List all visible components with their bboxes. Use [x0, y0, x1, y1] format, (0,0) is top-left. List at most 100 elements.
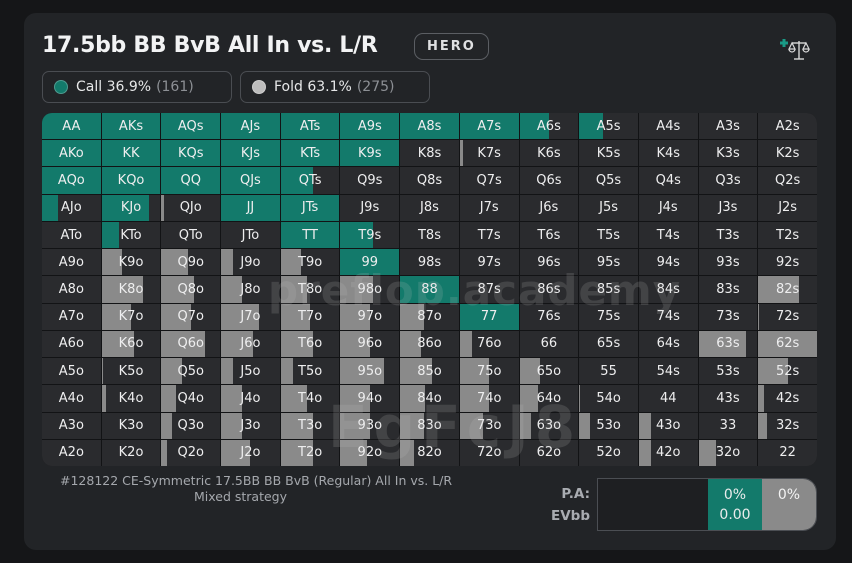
hand-cell-Q8s[interactable]: Q8s — [400, 167, 459, 194]
hand-cell-Q3s[interactable]: Q3s — [698, 167, 758, 194]
hand-cell-95o[interactable]: 95o — [340, 358, 400, 385]
hand-cell-87o[interactable]: 87o — [400, 303, 459, 330]
hand-cell-44[interactable]: 44 — [638, 385, 698, 412]
hand-cell-53s[interactable]: 53s — [698, 358, 758, 385]
hand-cell-AKs[interactable]: AKs — [101, 113, 161, 140]
hand-cell-92s[interactable]: 92s — [758, 249, 817, 276]
hand-cell-76o[interactable]: 76o — [459, 330, 519, 358]
hand-cell-52o[interactable]: 52o — [579, 439, 638, 466]
hand-cell-K6o[interactable]: K6o — [101, 330, 161, 358]
hand-cell-A7o[interactable]: A7o — [42, 303, 101, 330]
hand-cell-22[interactable]: 22 — [758, 439, 817, 466]
hand-cell-TT[interactable]: TT — [280, 221, 340, 249]
hand-cell-A6s[interactable]: A6s — [519, 113, 579, 140]
hand-cell-KJo[interactable]: KJo — [101, 194, 161, 221]
hand-cell-84o[interactable]: 84o — [400, 385, 459, 412]
hand-cell-86s[interactable]: 86s — [519, 276, 579, 303]
hand-cell-T6s[interactable]: T6s — [519, 221, 579, 249]
hand-cell-75o[interactable]: 75o — [459, 358, 519, 385]
hand-cell-AQo[interactable]: AQo — [42, 167, 101, 194]
hand-cell-54o[interactable]: 54o — [579, 385, 638, 412]
hand-cell-Q6s[interactable]: Q6s — [519, 167, 579, 194]
hand-cell-65o[interactable]: 65o — [519, 358, 579, 385]
hand-cell-K9o[interactable]: K9o — [101, 249, 161, 276]
hand-cell-T7s[interactable]: T7s — [459, 221, 519, 249]
hand-cell-43s[interactable]: 43s — [698, 385, 758, 412]
hand-cell-Q5s[interactable]: Q5s — [579, 167, 638, 194]
hand-cell-Q9o[interactable]: Q9o — [161, 249, 221, 276]
hand-cell-J6o[interactable]: J6o — [221, 330, 280, 358]
hand-cell-63s[interactable]: 63s — [698, 330, 758, 358]
hand-cell-32o[interactable]: 32o — [698, 439, 758, 466]
hand-cell-T7o[interactable]: T7o — [280, 303, 340, 330]
hand-cell-KQo[interactable]: KQo — [101, 167, 161, 194]
legend-fold[interactable]: Fold 63.1% (275) — [240, 71, 430, 103]
hand-cell-K8o[interactable]: K8o — [101, 276, 161, 303]
hand-cell-T2s[interactable]: T2s — [758, 221, 817, 249]
hand-cell-AA[interactable]: AA — [42, 113, 101, 140]
hand-cell-99[interactable]: 99 — [340, 249, 400, 276]
hand-cell-85o[interactable]: 85o — [400, 358, 459, 385]
hand-cell-72o[interactable]: 72o — [459, 439, 519, 466]
hand-cell-33[interactable]: 33 — [698, 412, 758, 439]
hand-cell-J2s[interactable]: J2s — [758, 194, 817, 221]
hand-cell-K7o[interactable]: K7o — [101, 303, 161, 330]
hand-cell-73o[interactable]: 73o — [459, 412, 519, 439]
hand-cell-A2s[interactable]: A2s — [758, 113, 817, 140]
hand-cell-62s[interactable]: 62s — [758, 330, 817, 358]
hand-cell-J3s[interactable]: J3s — [698, 194, 758, 221]
hand-cell-T3s[interactable]: T3s — [698, 221, 758, 249]
hand-cell-Q4o[interactable]: Q4o — [161, 385, 221, 412]
hand-cell-A6o[interactable]: A6o — [42, 330, 101, 358]
hand-cell-93o[interactable]: 93o — [340, 412, 400, 439]
hand-cell-54s[interactable]: 54s — [638, 358, 698, 385]
hand-cell-T3o[interactable]: T3o — [280, 412, 340, 439]
hand-cell-65s[interactable]: 65s — [579, 330, 638, 358]
hand-cell-KK[interactable]: KK — [101, 140, 161, 167]
hand-cell-J9s[interactable]: J9s — [340, 194, 400, 221]
hand-cell-85s[interactable]: 85s — [579, 276, 638, 303]
hand-cell-32s[interactable]: 32s — [758, 412, 817, 439]
hand-cell-T4s[interactable]: T4s — [638, 221, 698, 249]
hand-cell-J7s[interactable]: J7s — [459, 194, 519, 221]
hand-cell-J5s[interactable]: J5s — [579, 194, 638, 221]
hand-cell-T6o[interactable]: T6o — [280, 330, 340, 358]
hand-cell-T5o[interactable]: T5o — [280, 358, 340, 385]
hand-cell-98o[interactable]: 98o — [340, 276, 400, 303]
hand-cell-42o[interactable]: 42o — [638, 439, 698, 466]
hand-cell-T2o[interactable]: T2o — [280, 439, 340, 466]
hand-cell-Q8o[interactable]: Q8o — [161, 276, 221, 303]
hand-cell-Q9s[interactable]: Q9s — [340, 167, 400, 194]
hand-cell-AQs[interactable]: AQs — [161, 113, 221, 140]
hand-cell-K5o[interactable]: K5o — [101, 358, 161, 385]
hand-cell-Q6o[interactable]: Q6o — [161, 330, 221, 358]
hand-cell-66[interactable]: 66 — [519, 330, 579, 358]
hand-cell-73s[interactable]: 73s — [698, 303, 758, 330]
hand-cell-98s[interactable]: 98s — [400, 249, 459, 276]
hand-cell-K5s[interactable]: K5s — [579, 140, 638, 167]
hand-cell-K8s[interactable]: K8s — [400, 140, 459, 167]
hand-cell-52s[interactable]: 52s — [758, 358, 817, 385]
hand-cell-J4o[interactable]: J4o — [221, 385, 280, 412]
hand-cell-K2s[interactable]: K2s — [758, 140, 817, 167]
hand-cell-T8o[interactable]: T8o — [280, 276, 340, 303]
hand-cell-55[interactable]: 55 — [579, 358, 638, 385]
hand-cell-Q4s[interactable]: Q4s — [638, 167, 698, 194]
hand-cell-A9o[interactable]: A9o — [42, 249, 101, 276]
hand-cell-82s[interactable]: 82s — [758, 276, 817, 303]
hand-cell-92o[interactable]: 92o — [340, 439, 400, 466]
hand-cell-96s[interactable]: 96s — [519, 249, 579, 276]
hand-cell-J2o[interactable]: J2o — [221, 439, 280, 466]
hand-cell-T4o[interactable]: T4o — [280, 385, 340, 412]
hand-cell-J5o[interactable]: J5o — [221, 358, 280, 385]
hand-cell-KQs[interactable]: KQs — [161, 140, 221, 167]
hand-cell-QTs[interactable]: QTs — [280, 167, 340, 194]
hand-cell-Q2o[interactable]: Q2o — [161, 439, 221, 466]
legend-call[interactable]: Call 36.9% (161) — [42, 71, 232, 103]
hand-cell-KTs[interactable]: KTs — [280, 140, 340, 167]
hand-cell-75s[interactable]: 75s — [579, 303, 638, 330]
hand-cell-KTo[interactable]: KTo — [101, 221, 161, 249]
hand-cell-64s[interactable]: 64s — [638, 330, 698, 358]
hand-cell-K3s[interactable]: K3s — [698, 140, 758, 167]
hand-cell-QTo[interactable]: QTo — [161, 221, 221, 249]
